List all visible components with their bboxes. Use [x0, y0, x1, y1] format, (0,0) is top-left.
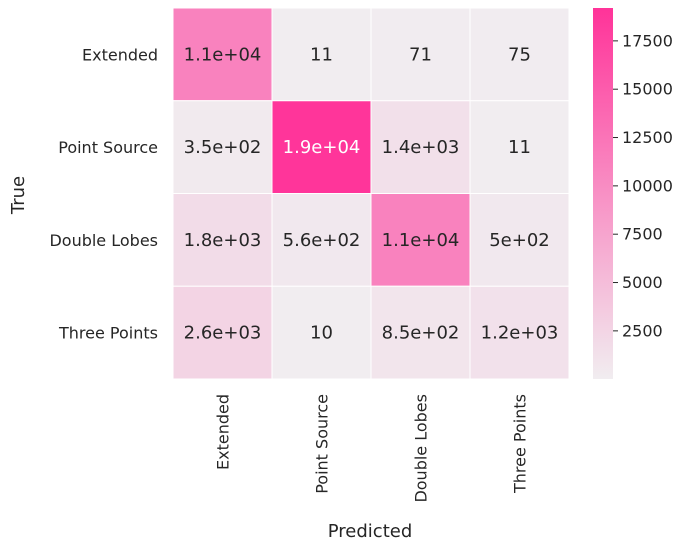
- cell-annotation: 1.8e+03: [184, 230, 262, 251]
- heatmap-cell: [370, 7, 471, 102]
- cell-annotation: 5e+02: [489, 230, 550, 251]
- heatmap-cell: [172, 285, 273, 380]
- colorbar-tick-label: 10000: [622, 176, 673, 195]
- heatmap-cells: [172, 7, 570, 380]
- x-axis-label: Predicted: [328, 521, 413, 542]
- heatmap-cell: [370, 285, 471, 380]
- cell-annotation: 71: [409, 44, 432, 65]
- x-tick-label: Point Source: [313, 394, 332, 494]
- colorbar-tick-label: 17500: [622, 31, 673, 50]
- colorbar-tick-label: 7500: [622, 225, 663, 244]
- cell-annotation: 1.4e+03: [382, 137, 460, 158]
- heatmap-cell: [271, 100, 372, 194]
- heatmap-cell: [271, 193, 372, 287]
- y-axis-label: True: [8, 176, 29, 215]
- colorbar-tick-label: 2500: [622, 321, 663, 340]
- colorbar-tick-label: 12500: [622, 128, 673, 147]
- heatmap-cell: [271, 285, 372, 380]
- x-tick-labels: Extended Point Source Double Lobes Three Po…: [214, 394, 530, 503]
- y-tick-label: Three Points: [58, 324, 158, 343]
- y-tick-labels: Extended Point Source Double Lobes Three Po…: [49, 45, 158, 342]
- x-tick-label: Extended: [214, 394, 233, 470]
- y-tick-label: Double Lobes: [49, 231, 158, 250]
- x-tick-label: Double Lobes: [412, 394, 431, 503]
- cell-annotation: 11: [508, 137, 531, 158]
- cell-annotation: 3.5e+02: [184, 137, 262, 158]
- cell-annotation: 8.5e+02: [382, 323, 460, 344]
- cell-annotation: 11: [310, 44, 333, 65]
- colorbar: [593, 8, 613, 379]
- cell-annotation: 75: [508, 44, 531, 65]
- colorbar-tick-label: 15000: [622, 80, 673, 99]
- heatmap-cell: [172, 100, 273, 194]
- cell-annotation: 1.2e+03: [481, 323, 559, 344]
- colorbar-ticks: 2500 5000 7500 10000 12500 15000 17500: [613, 31, 673, 340]
- y-tick-label: Point Source: [58, 138, 158, 157]
- cell-annotation: 1.1e+04: [382, 230, 460, 251]
- cell-annotation: 5.6e+02: [283, 230, 361, 251]
- cell-annotation: 10: [310, 323, 333, 344]
- y-tick-label: Extended: [82, 45, 158, 64]
- heatmap-cell: [172, 7, 273, 102]
- cell-annotation: 2.6e+03: [184, 323, 262, 344]
- heatmap-cell: [469, 7, 570, 102]
- x-tick-label: Three Points: [511, 394, 530, 494]
- colorbar-tick-label: 5000: [622, 273, 663, 292]
- heatmap-cell: [469, 285, 570, 380]
- heatmap-cell: [469, 100, 570, 194]
- cell-annotation: 1.1e+04: [184, 44, 262, 65]
- heatmap-cell: [271, 7, 372, 102]
- cell-annotation: 1.9e+04: [283, 137, 361, 158]
- cell-annotations: 1.1e+04 11 71 75 3.5e+02 1.9e+04 1.4e+03 11 1.8e…: [184, 44, 559, 343]
- heatmap-cell: [469, 193, 570, 287]
